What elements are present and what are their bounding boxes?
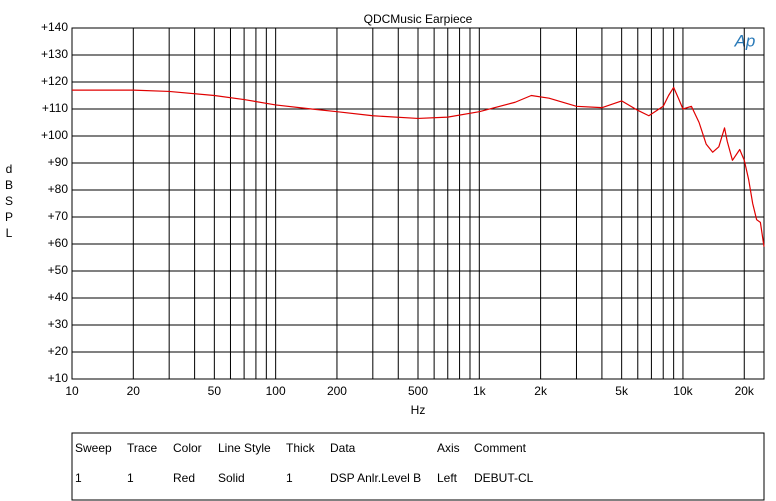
y-axis-label-letter: L bbox=[6, 226, 13, 240]
y-axis-label-letter: P bbox=[5, 210, 13, 224]
table-header: Data bbox=[330, 441, 356, 455]
table-cell: 1 bbox=[127, 471, 134, 485]
y-tick-label: +130 bbox=[41, 47, 68, 61]
y-tick-label: +30 bbox=[48, 317, 69, 331]
x-tick-label: 10 bbox=[65, 384, 79, 398]
table-header: Axis bbox=[437, 441, 460, 455]
y-axis-label-letter: d bbox=[6, 162, 13, 176]
y-axis-label-letter: B bbox=[5, 178, 13, 192]
x-tick-label: 5k bbox=[615, 384, 629, 398]
y-tick-label: +80 bbox=[48, 182, 69, 196]
x-tick-label: 50 bbox=[208, 384, 222, 398]
y-tick-label: +40 bbox=[48, 290, 69, 304]
x-tick-label: 1k bbox=[473, 384, 487, 398]
table-cell: DSP Anlr.Level B bbox=[330, 471, 421, 485]
x-axis-label: Hz bbox=[411, 403, 426, 417]
table-cell: 1 bbox=[286, 471, 293, 485]
y-tick-label: +120 bbox=[41, 74, 68, 88]
legend-table-frame bbox=[71, 432, 765, 501]
table-header: Trace bbox=[127, 441, 158, 455]
x-tick-label: 100 bbox=[266, 384, 286, 398]
table-cell: Red bbox=[173, 471, 195, 485]
table-header: Color bbox=[173, 441, 202, 455]
y-tick-label: +70 bbox=[48, 209, 69, 223]
table-cell: Left bbox=[437, 471, 458, 485]
x-tick-label: 20k bbox=[735, 384, 755, 398]
x-tick-label: 200 bbox=[327, 384, 347, 398]
y-tick-label: +90 bbox=[48, 155, 69, 169]
table-header: Comment bbox=[474, 441, 527, 455]
table-header: Sweep bbox=[75, 441, 112, 455]
y-tick-label: +20 bbox=[48, 344, 69, 358]
table-header: Line Style bbox=[218, 441, 271, 455]
table-cell: 1 bbox=[75, 471, 82, 485]
table-cell: DEBUT-CL bbox=[474, 471, 534, 485]
y-tick-label: +10 bbox=[48, 371, 69, 385]
y-tick-label: +60 bbox=[48, 236, 69, 250]
y-tick-label: +110 bbox=[42, 101, 68, 115]
response-curve bbox=[72, 86, 765, 247]
table-header: Thick bbox=[286, 441, 316, 455]
x-tick-label: 20 bbox=[127, 384, 141, 398]
table-cell: Solid bbox=[218, 471, 245, 485]
x-tick-label: 2k bbox=[534, 384, 548, 398]
x-tick-label: 10k bbox=[673, 384, 693, 398]
x-tick-label: 500 bbox=[408, 384, 428, 398]
chart-title: QDCMusic Earpiece bbox=[364, 12, 473, 26]
y-tick-label: +140 bbox=[41, 20, 68, 34]
y-tick-label: +50 bbox=[48, 263, 69, 277]
plot-frame bbox=[71, 27, 765, 380]
y-axis-label-letter: S bbox=[5, 194, 13, 208]
y-tick-label: +100 bbox=[41, 128, 68, 142]
